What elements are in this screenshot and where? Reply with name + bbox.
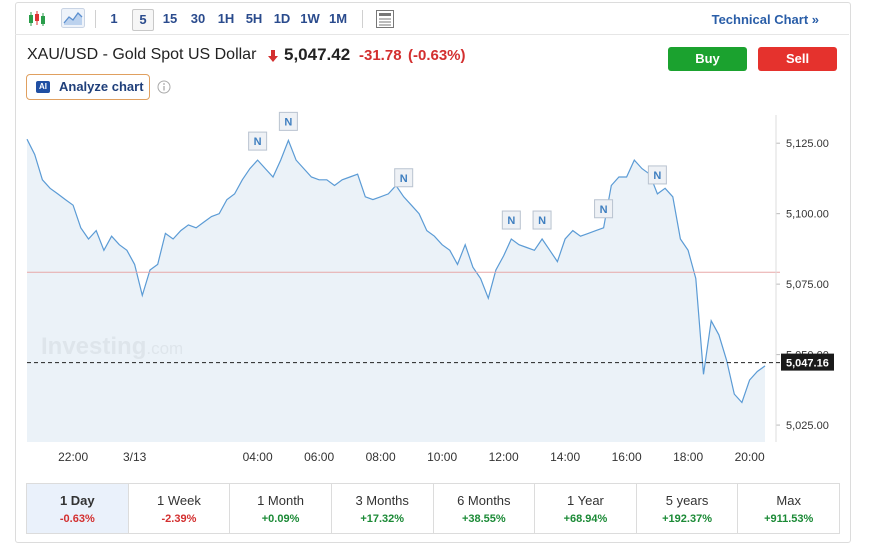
x-tick-label: 08:00 xyxy=(366,450,396,464)
x-tick-label: 04:00 xyxy=(243,450,273,464)
x-tick-label: 3/13 xyxy=(123,450,147,464)
x-tick-label: 18:00 xyxy=(673,450,703,464)
period-label: 1 Year xyxy=(567,493,604,508)
y-tick-label: 5,075.00 xyxy=(786,279,829,291)
period-tab[interactable]: 1 Week -2.39% xyxy=(129,484,231,533)
interval-button[interactable]: 15 xyxy=(162,11,178,26)
technical-chart-link[interactable]: Technical Chart » xyxy=(711,12,819,27)
down-arrow-icon xyxy=(268,50,278,62)
period-label: 5 years xyxy=(665,493,709,508)
news-marker[interactable] xyxy=(278,111,298,131)
period-tabs: 1 Day -0.63% 1 Week -2.39% 1 Month +0.09% 3 Mo… xyxy=(26,483,840,534)
candlestick-icon[interactable] xyxy=(27,10,47,28)
period-label: 3 Months xyxy=(355,493,409,508)
y-tick-label: 5,025.00 xyxy=(786,420,829,432)
period-label: Max xyxy=(776,493,801,508)
x-tick-label: 14:00 xyxy=(550,450,580,464)
info-icon[interactable] xyxy=(157,80,171,94)
interval-button[interactable]: 1W xyxy=(300,11,320,26)
news-marker-label: N xyxy=(507,215,515,227)
analyze-chart-label: Analyze chart xyxy=(59,79,144,94)
instrument-title: XAU/USD - Gold Spot US Dollar xyxy=(27,46,257,63)
layout-icon[interactable] xyxy=(375,9,395,29)
x-tick-label: 16:00 xyxy=(612,450,642,464)
news-marker-label: N xyxy=(600,204,608,216)
period-tab[interactable]: 5 years +192.37% xyxy=(637,484,739,533)
period-change: +68.94% xyxy=(563,513,608,525)
period-tab[interactable]: 3 Months +17.32% xyxy=(332,484,434,533)
price-chart: Investing.com5,025.005,050.005,075.005,1… xyxy=(26,111,834,464)
period-label: 6 Months xyxy=(457,493,511,508)
period-tab[interactable]: Max +911.53% xyxy=(738,484,839,533)
price-change: -31.78 xyxy=(359,47,402,64)
news-marker-label: N xyxy=(400,173,408,185)
news-marker[interactable] xyxy=(248,131,268,151)
interval-button[interactable]: 5 xyxy=(132,9,154,31)
news-marker[interactable] xyxy=(594,199,614,219)
area-chart-icon[interactable] xyxy=(61,8,85,28)
interval-button[interactable]: 1H xyxy=(217,11,235,26)
period-label: 1 Day xyxy=(59,493,95,508)
period-change: +192.37% xyxy=(662,513,712,525)
interval-button[interactable]: 5H xyxy=(245,11,263,26)
period-change: +17.32% xyxy=(360,513,405,525)
period-label: 1 Week xyxy=(157,493,201,508)
period-tab[interactable]: 1 Year +68.94% xyxy=(535,484,637,533)
period-change: +911.53% xyxy=(764,513,814,525)
interval-button[interactable]: 1 xyxy=(110,11,118,26)
news-marker-label: N xyxy=(538,215,546,227)
interval-button[interactable]: 30 xyxy=(190,11,206,26)
ai-badge: AI xyxy=(36,81,50,93)
news-marker[interactable] xyxy=(532,210,552,230)
last-price: 5,047.42 xyxy=(284,45,351,64)
interval-button[interactable]: 1M xyxy=(328,11,348,26)
separator xyxy=(95,10,96,28)
news-marker-label: N xyxy=(254,136,262,148)
x-tick-label: 12:00 xyxy=(489,450,519,464)
period-tab[interactable]: 1 Day -0.63% xyxy=(27,484,129,533)
last-price-label: 5,047.16 xyxy=(786,358,829,370)
price-change-percent: (-0.63%) xyxy=(408,47,466,64)
x-tick-label: 20:00 xyxy=(735,450,765,464)
x-tick-label: 06:00 xyxy=(304,450,334,464)
x-tick-label: 10:00 xyxy=(427,450,457,464)
period-tab[interactable]: 1 Month +0.09% xyxy=(230,484,332,533)
period-change: -2.39% xyxy=(161,513,197,525)
buy-button[interactable]: Buy xyxy=(668,47,747,71)
y-tick-label: 5,125.00 xyxy=(786,138,829,150)
x-tick-label: 22:00 xyxy=(58,450,88,464)
news-marker-label: N xyxy=(284,116,292,128)
toolbar: Technical Chart » 1 5 15 30 1H 5H 1D 1W 1M xyxy=(15,2,849,35)
widget-frame xyxy=(15,2,851,543)
period-change: -0.63% xyxy=(59,513,95,525)
news-marker-label: N xyxy=(653,170,661,182)
news-marker[interactable] xyxy=(647,165,667,185)
period-change: +38.55% xyxy=(461,513,506,525)
price-area xyxy=(27,139,765,442)
separator xyxy=(362,10,363,28)
period-change: +0.09% xyxy=(261,513,300,525)
y-tick-label: 5,100.00 xyxy=(786,209,829,221)
sell-button[interactable]: Sell xyxy=(758,47,837,71)
interval-button[interactable]: 1D xyxy=(273,11,291,26)
news-marker[interactable] xyxy=(501,210,521,230)
last-price-box xyxy=(781,353,834,371)
period-tab[interactable]: 6 Months +38.55% xyxy=(434,484,536,533)
news-marker[interactable] xyxy=(394,168,414,188)
analyze-chart-button[interactable]: AI Analyze chart xyxy=(26,74,150,100)
period-label: 1 Month xyxy=(257,493,305,508)
